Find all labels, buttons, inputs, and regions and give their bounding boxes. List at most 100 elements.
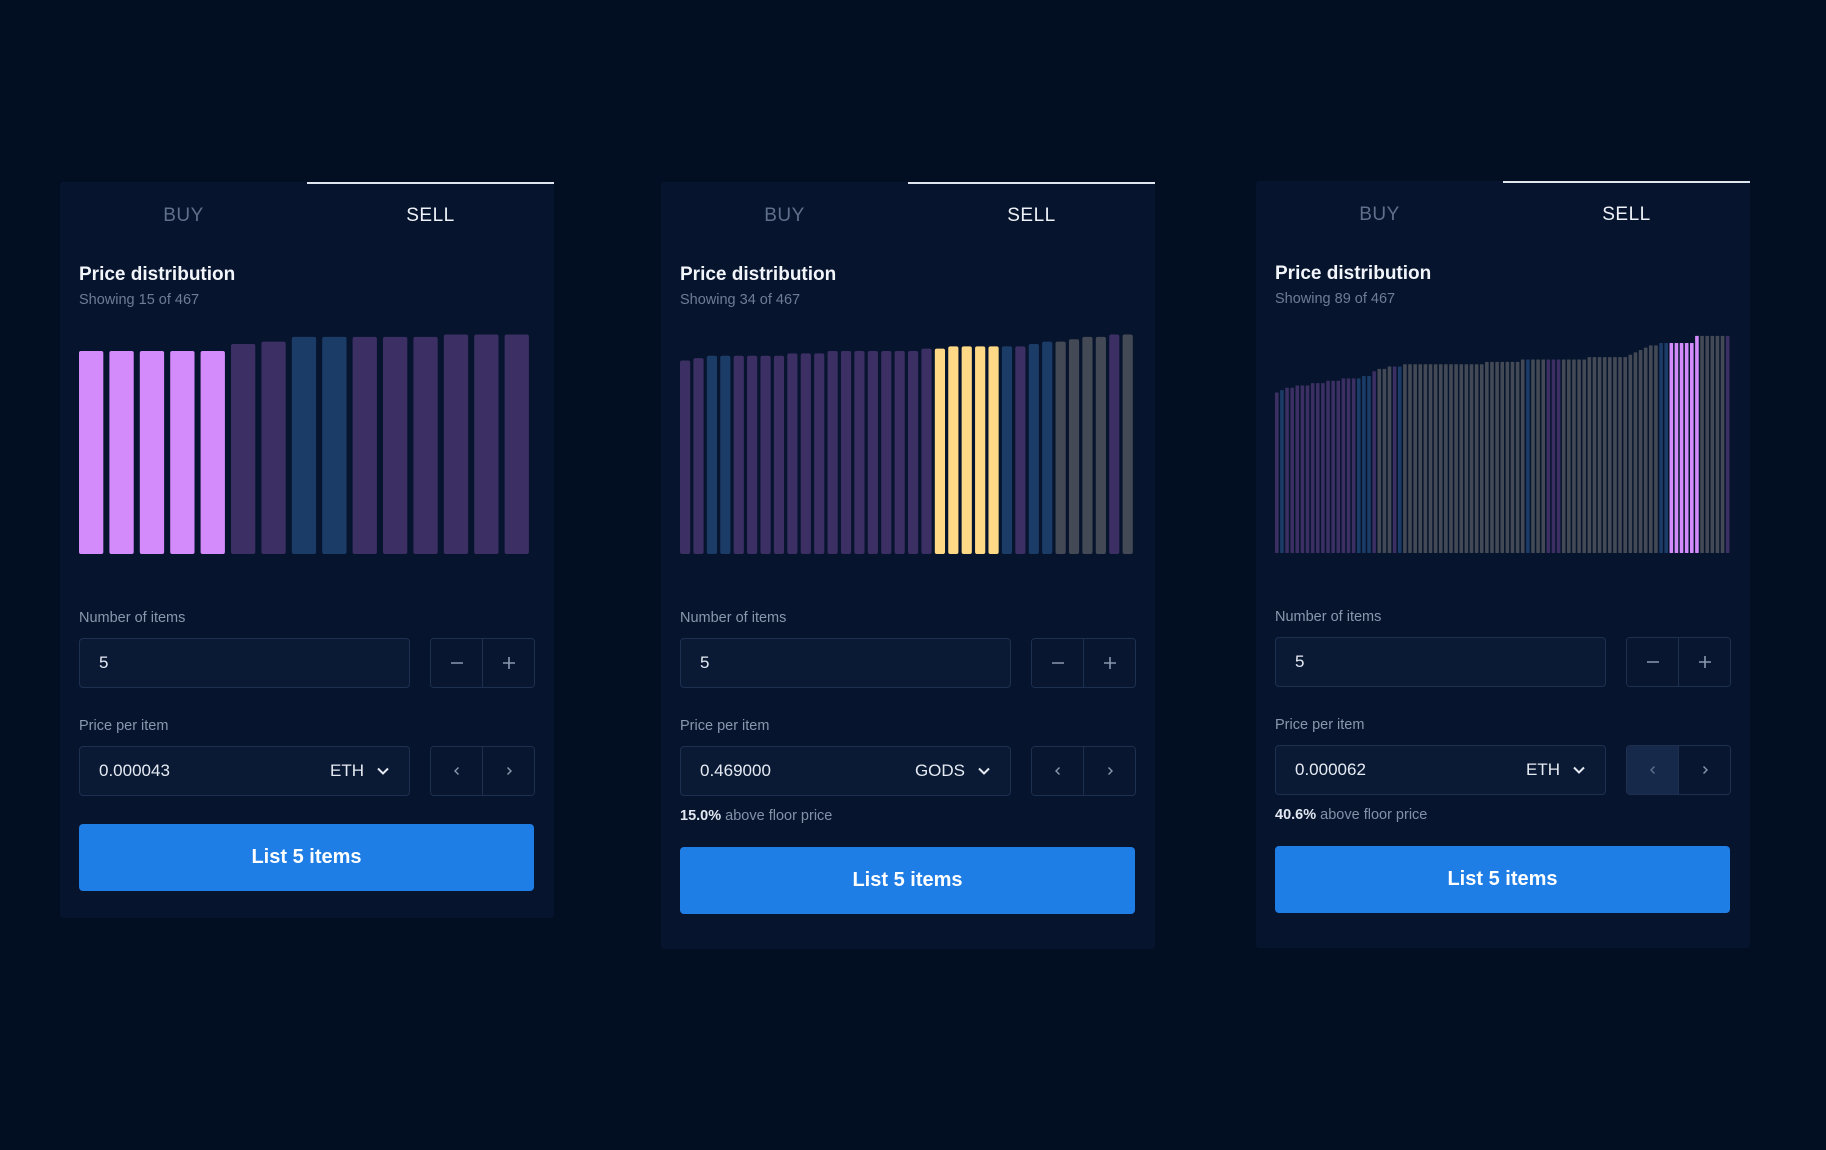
- price-bar[interactable]: [1015, 346, 1026, 554]
- list-items-button[interactable]: List 5 items: [1275, 846, 1730, 913]
- price-bar[interactable]: [1474, 364, 1479, 553]
- price-bar[interactable]: [867, 351, 878, 554]
- price-bar[interactable]: [1346, 378, 1351, 553]
- price-bar[interactable]: [1444, 364, 1448, 553]
- price-previous-button[interactable]: [431, 747, 482, 795]
- price-bar[interactable]: [894, 351, 905, 554]
- price-bar[interactable]: [352, 336, 377, 554]
- price-bar[interactable]: [1305, 385, 1310, 553]
- number-of-items-input[interactable]: 5: [1275, 637, 1606, 687]
- price-bar[interactable]: [1551, 359, 1556, 553]
- price-bar[interactable]: [291, 336, 317, 554]
- price-bar[interactable]: [1028, 343, 1039, 554]
- price-bar[interactable]: [1321, 383, 1325, 553]
- price-bar[interactable]: [1290, 387, 1294, 553]
- price-bar[interactable]: [1674, 342, 1679, 553]
- price-previous-button[interactable]: [1032, 747, 1083, 795]
- price-bar[interactable]: [975, 346, 986, 554]
- price-bar[interactable]: [1664, 342, 1668, 553]
- price-bar[interactable]: [1587, 357, 1592, 553]
- price-bar[interactable]: [1541, 359, 1546, 553]
- price-bar[interactable]: [1515, 361, 1520, 553]
- price-bar[interactable]: [1285, 387, 1289, 553]
- price-bar[interactable]: [827, 351, 838, 554]
- price-bar[interactable]: [1572, 359, 1576, 553]
- price-bar[interactable]: [1690, 342, 1694, 553]
- tab-buy[interactable]: BUY: [1256, 181, 1503, 249]
- price-bar[interactable]: [1597, 357, 1602, 553]
- price-bar[interactable]: [1001, 346, 1013, 554]
- price-bar[interactable]: [1300, 385, 1305, 553]
- price-bar[interactable]: [1710, 335, 1715, 553]
- list-items-button[interactable]: List 5 items: [79, 824, 534, 891]
- price-bar[interactable]: [1372, 371, 1376, 553]
- price-bar[interactable]: [1413, 364, 1417, 553]
- price-bar[interactable]: [1331, 380, 1335, 553]
- increment-button[interactable]: [1083, 639, 1135, 687]
- price-bar[interactable]: [1485, 361, 1489, 553]
- price-bar[interactable]: [383, 336, 408, 554]
- price-bar[interactable]: [1556, 359, 1561, 553]
- price-bar[interactable]: [1418, 364, 1423, 553]
- decrement-button[interactable]: [1032, 639, 1083, 687]
- price-bar[interactable]: [1392, 366, 1397, 553]
- price-bar[interactable]: [921, 348, 932, 554]
- price-bar[interactable]: [1403, 364, 1407, 553]
- price-bar[interactable]: [1510, 361, 1515, 553]
- price-bar[interactable]: [800, 353, 811, 554]
- price-bar[interactable]: [322, 336, 347, 554]
- price-bar[interactable]: [720, 355, 731, 554]
- chevron-down-icon[interactable]: [977, 764, 991, 778]
- price-bar[interactable]: [1654, 345, 1658, 553]
- currency-select[interactable]: GODS: [914, 761, 965, 780]
- price-bar[interactable]: [1377, 368, 1382, 553]
- price-bar[interactable]: [706, 355, 718, 554]
- price-bar[interactable]: [1095, 336, 1106, 554]
- price-bar[interactable]: [1479, 364, 1484, 553]
- list-items-button[interactable]: List 5 items: [680, 847, 1135, 914]
- price-bar[interactable]: [1582, 359, 1587, 553]
- price-bar[interactable]: [1679, 342, 1684, 553]
- price-bar[interactable]: [1336, 380, 1341, 553]
- price-bar[interactable]: [1464, 364, 1469, 553]
- price-bar[interactable]: [1433, 364, 1438, 553]
- price-bar[interactable]: [1351, 378, 1356, 553]
- price-bar[interactable]: [1505, 361, 1510, 553]
- price-bar[interactable]: [231, 343, 256, 554]
- price-bar[interactable]: [1315, 383, 1320, 553]
- price-bar[interactable]: [1669, 342, 1674, 553]
- price-bar[interactable]: [1526, 359, 1530, 553]
- price-bar[interactable]: [170, 351, 195, 554]
- price-bar[interactable]: [1362, 376, 1366, 553]
- price-bar[interactable]: [1633, 352, 1638, 553]
- increment-button[interactable]: [482, 639, 534, 687]
- price-bar[interactable]: [1602, 357, 1607, 553]
- price-bar[interactable]: [1613, 357, 1617, 553]
- price-bar[interactable]: [1608, 357, 1612, 553]
- chevron-down-icon[interactable]: [1572, 763, 1586, 777]
- price-per-item-input[interactable]: 0.000043 ETH: [79, 746, 410, 796]
- price-bar[interactable]: [79, 351, 104, 554]
- price-bar[interactable]: [747, 355, 758, 554]
- price-bar[interactable]: [934, 348, 946, 554]
- price-bar[interactable]: [1592, 357, 1597, 553]
- price-bar[interactable]: [1122, 334, 1133, 554]
- number-of-items-input[interactable]: 5: [79, 638, 410, 688]
- chevron-down-icon[interactable]: [376, 764, 390, 778]
- price-bar[interactable]: [1567, 359, 1571, 553]
- price-bar[interactable]: [1449, 364, 1453, 553]
- price-bar[interactable]: [1295, 385, 1300, 553]
- price-bar[interactable]: [1643, 347, 1648, 553]
- price-bar[interactable]: [1459, 364, 1464, 553]
- price-bar[interactable]: [948, 346, 959, 554]
- price-bar[interactable]: [443, 334, 469, 554]
- price-bar[interactable]: [1495, 361, 1499, 553]
- number-of-items-input[interactable]: 5: [680, 638, 1011, 688]
- tab-sell[interactable]: SELL: [908, 182, 1155, 250]
- price-bar[interactable]: [1082, 336, 1093, 554]
- price-next-button[interactable]: [482, 747, 534, 795]
- price-bar[interactable]: [1659, 342, 1663, 553]
- price-bar[interactable]: [881, 351, 892, 554]
- price-bar[interactable]: [1275, 392, 1279, 553]
- price-bar[interactable]: [1561, 359, 1566, 553]
